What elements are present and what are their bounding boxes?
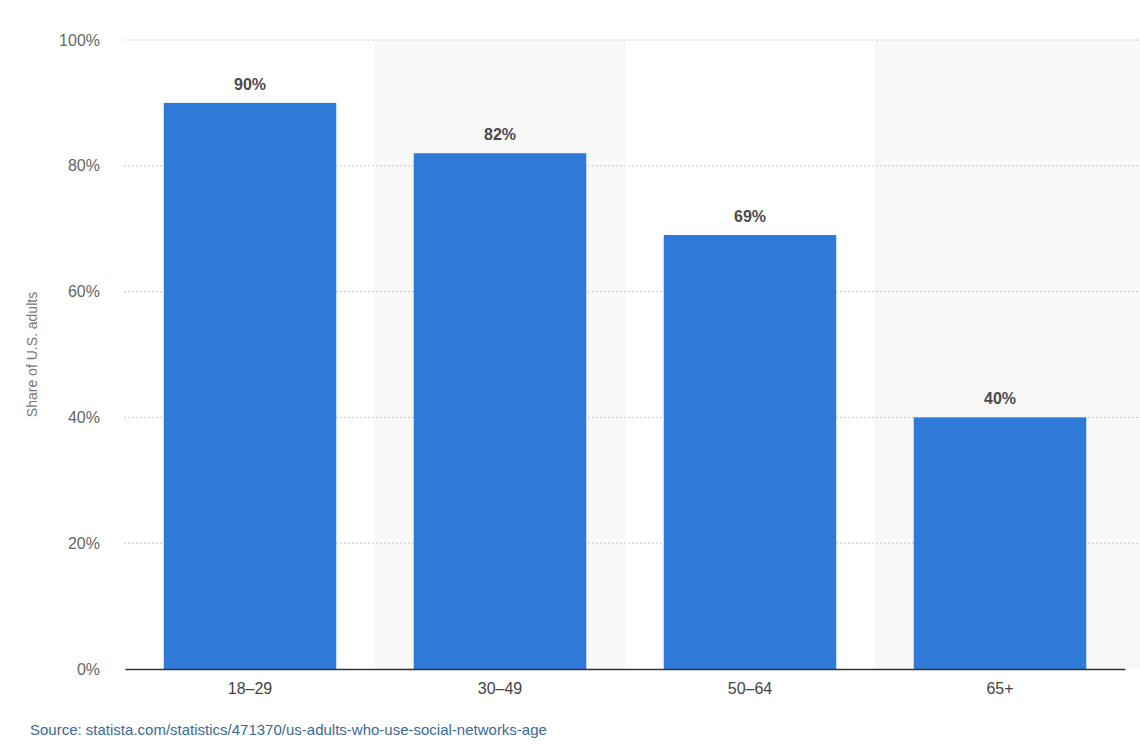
y-tick: 100% [59,32,124,49]
x-tick: 50–64 [728,669,773,697]
y-axis: 0% 20% 40% 60% 80% 100% [59,32,124,678]
y-tick: 60% [68,283,124,300]
x-tick: 30–49 [478,669,523,697]
y-axis-title: Share of U.S. adults [24,292,40,417]
x-tick-label: 65+ [986,680,1013,697]
data-label: 69% [734,208,766,225]
y-tick: 20% [68,535,124,552]
grid-line [124,40,1140,41]
bar [664,235,837,669]
data-label: 90% [234,76,266,93]
x-tick-label: 18–29 [228,680,273,697]
source: Source: statista.com/statistics/471370/u… [30,721,547,738]
y-axis-line [124,41,125,670]
data-label: 40% [984,390,1016,407]
chart: 90% 82% 69% 40% 0% 20% 40% 60% 80% 100% 18–29 30–49… [0,0,1140,750]
y-tick-label: 100% [59,32,100,49]
x-tick: 18–29 [228,669,273,697]
x-axis-line [126,669,1126,671]
background-band [875,40,1140,669]
y-tick: 40% [68,409,124,426]
bars [164,103,1087,669]
x-tick-label: 30–49 [478,680,523,697]
background-band [375,40,625,669]
y-tick-label: 80% [68,157,100,174]
y-tick: 80% [68,157,124,174]
x-axis: 18–29 30–49 50–64 65+ [126,669,1126,697]
background-bands [375,40,1140,669]
y-tick-label: 40% [68,409,100,426]
x-tick-label: 50–64 [728,680,773,697]
x-tick: 65+ [986,669,1013,697]
bar [164,103,337,669]
y-tick-label: 0% [77,661,100,678]
y-tick-label: 20% [68,535,100,552]
bar [414,153,587,669]
bar [914,417,1087,669]
data-labels: 90% 82% 69% 40% [234,76,1016,408]
y-tick: 0% [77,661,124,678]
y-tick-label: 60% [68,283,100,300]
data-label: 82% [484,126,516,143]
